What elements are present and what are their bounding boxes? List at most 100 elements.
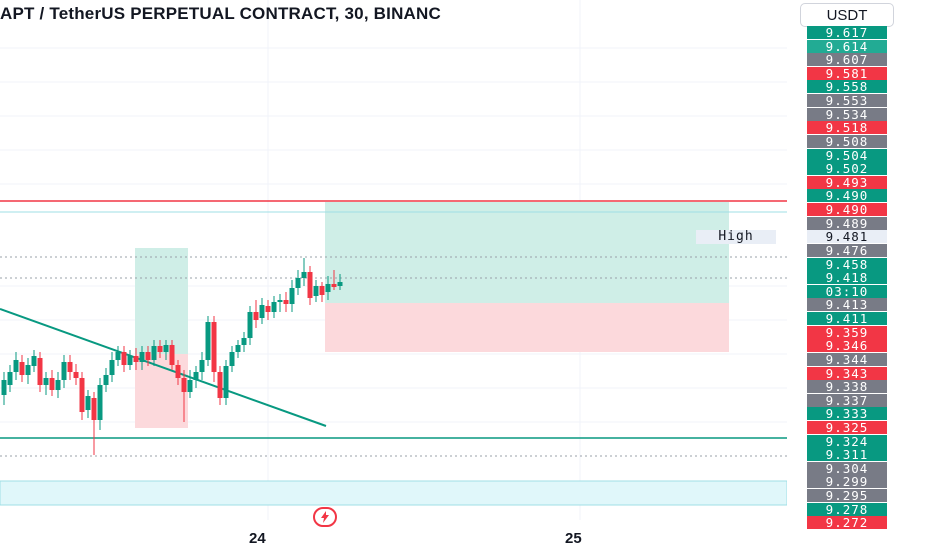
- candlesticks[interactable]: [1, 258, 343, 455]
- long-position-target-zone[interactable]: [325, 202, 729, 303]
- candle-body: [109, 360, 115, 375]
- currency-button[interactable]: USDT: [800, 3, 894, 27]
- candle-body: [289, 288, 295, 304]
- price-label: 9.481: [807, 230, 887, 244]
- price-label: 9.534: [807, 107, 887, 121]
- candle-body: [19, 362, 25, 375]
- candle-body: [55, 380, 61, 390]
- price-label: 9.324: [807, 434, 887, 448]
- candle-body: [325, 284, 331, 292]
- candle-body: [277, 300, 283, 302]
- candle-body: [85, 396, 91, 410]
- time-axis: 24 25: [0, 528, 787, 550]
- price-label: 9.607: [807, 53, 887, 67]
- long-position-stop-zone[interactable]: [325, 303, 729, 352]
- price-label: 9.304: [807, 461, 887, 475]
- candle-body: [301, 272, 307, 278]
- price-label: 03:10: [807, 284, 887, 298]
- price-label: 9.458: [807, 257, 887, 271]
- price-label: 9.581: [807, 66, 887, 80]
- candle-body: [145, 352, 151, 360]
- candle-body: [103, 375, 109, 385]
- price-label: 9.295: [807, 489, 887, 503]
- price-label: 9.476: [807, 243, 887, 257]
- candle-body: [211, 322, 217, 372]
- candle-body: [91, 398, 97, 420]
- price-label: 9.490: [807, 203, 887, 217]
- candle-body: [151, 346, 157, 360]
- high-tag: High: [696, 230, 776, 244]
- candle-body: [223, 366, 229, 398]
- price-label: 9.299: [807, 475, 887, 489]
- trend-line[interactable]: [0, 308, 327, 427]
- price-label: 9.508: [807, 134, 887, 148]
- candle-body: [25, 365, 31, 375]
- candle-body: [271, 302, 277, 312]
- candle-body: [175, 365, 181, 378]
- candle-body: [337, 282, 343, 286]
- candle-body: [265, 306, 271, 312]
- candle-body: [295, 278, 301, 288]
- candle-body: [331, 284, 337, 287]
- candle-body: [235, 345, 241, 352]
- price-label: 9.325: [807, 420, 887, 434]
- small-position-target-zone[interactable]: [135, 248, 188, 354]
- price-label: 9.343: [807, 366, 887, 380]
- candle-body: [259, 305, 265, 318]
- candle-body: [193, 372, 199, 380]
- price-label: 9.413: [807, 298, 887, 312]
- chart-title: APT / TetherUS PERPETUAL CONTRACT, 30, B…: [0, 4, 441, 23]
- price-chart[interactable]: [0, 0, 787, 520]
- price-label: 9.411: [807, 312, 887, 326]
- price-label: 9.311: [807, 448, 887, 462]
- candle-body: [37, 358, 43, 385]
- price-label: 9.337: [807, 393, 887, 407]
- price-label: 9.502: [807, 162, 887, 176]
- price-label: 9.489: [807, 216, 887, 230]
- candle-body: [115, 352, 121, 360]
- candle-body: [247, 312, 253, 338]
- candle-body: [73, 372, 79, 378]
- candle-body: [127, 356, 133, 365]
- support-zone[interactable]: [0, 480, 787, 506]
- candle-body: [313, 286, 319, 296]
- candle-body: [253, 312, 259, 320]
- candle-body: [1, 380, 7, 395]
- candle-body: [97, 385, 103, 420]
- candle-body: [199, 360, 205, 372]
- candle-body: [217, 372, 223, 398]
- price-label: 9.346: [807, 339, 887, 353]
- candle-body: [67, 362, 73, 372]
- candle-body: [31, 356, 37, 366]
- candle-body: [61, 362, 67, 380]
- price-label: 9.518: [807, 121, 887, 135]
- candle-body: [49, 378, 55, 390]
- candle-body: [163, 345, 169, 352]
- candle-body: [187, 380, 193, 392]
- price-label: 9.490: [807, 189, 887, 203]
- price-label: 9.558: [807, 80, 887, 94]
- price-label: 9.418: [807, 271, 887, 285]
- price-label: 9.553: [807, 94, 887, 108]
- price-label: 9.359: [807, 325, 887, 339]
- lightning-icon[interactable]: [313, 507, 337, 527]
- price-label: 9.493: [807, 175, 887, 189]
- price-label: 9.333: [807, 407, 887, 421]
- candle-body: [229, 352, 235, 366]
- candle-body: [139, 352, 145, 362]
- price-label: 9.344: [807, 352, 887, 366]
- candle-body: [13, 360, 19, 372]
- time-label-24: 24: [249, 530, 266, 547]
- candle-body: [133, 356, 139, 362]
- time-label-25: 25: [565, 530, 582, 547]
- price-label: 9.272: [807, 516, 887, 530]
- candle-body: [169, 345, 175, 365]
- price-label: 9.614: [807, 39, 887, 53]
- candle-body: [283, 300, 289, 304]
- chart-area[interactable]: [0, 0, 787, 520]
- candle-body: [205, 322, 211, 360]
- candle-body: [241, 338, 247, 345]
- price-label: 9.278: [807, 502, 887, 516]
- price-axis[interactable]: 9.617 9.614 9.607 9.581 9.558 9.553 9.534 9.518…: [787, 0, 932, 530]
- candle-body: [79, 378, 85, 412]
